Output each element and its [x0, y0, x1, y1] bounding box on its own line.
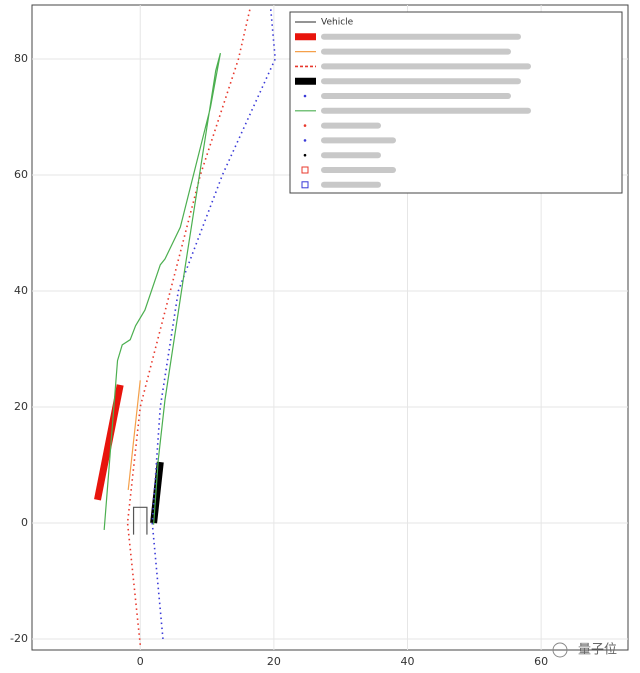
legend-swatch: [301, 181, 309, 189]
y-tick-label: 60: [14, 168, 28, 181]
watermark: 量子位: [578, 643, 617, 658]
watermark-logo: [552, 642, 568, 658]
legend: Vehicle: [289, 11, 623, 194]
legend-swatch: [303, 139, 307, 142]
series-line: [132, 506, 148, 535]
x-tick-label: 60: [534, 655, 548, 668]
legend-blur: [321, 167, 396, 173]
legend-blur: [321, 78, 521, 85]
x-tick-label: 40: [401, 655, 415, 668]
legend-blur: [321, 181, 381, 188]
y-tick-label: 40: [14, 284, 28, 297]
y-tick-label: 80: [14, 52, 28, 65]
legend-label: Vehicle: [321, 18, 354, 28]
legend-swatch: [303, 153, 307, 157]
legend-blur: [321, 152, 381, 159]
legend-swatch: [303, 124, 307, 127]
y-tick-label: 20: [14, 400, 28, 413]
series-line: [151, 6, 277, 640]
legend-blur: [321, 93, 511, 99]
x-tick-label: 0: [137, 655, 144, 668]
series-line: [126, 6, 252, 645]
legend-blur: [321, 63, 531, 70]
legend-blur: [321, 137, 396, 144]
series-line: [103, 52, 222, 530]
legend-swatch: [301, 166, 309, 174]
x-tick-label: 20: [267, 655, 281, 668]
y-tick-label: 0: [21, 516, 28, 529]
series-line: [94, 384, 124, 501]
legend-blur: [321, 122, 381, 129]
legend-blur: [321, 33, 521, 40]
y-tick-label: -20: [10, 632, 28, 645]
series-line: [127, 380, 141, 490]
legend-blur: [321, 107, 531, 114]
legend-swatch: [303, 94, 307, 98]
legend-frame: [289, 11, 623, 194]
legend-blur: [321, 48, 511, 55]
